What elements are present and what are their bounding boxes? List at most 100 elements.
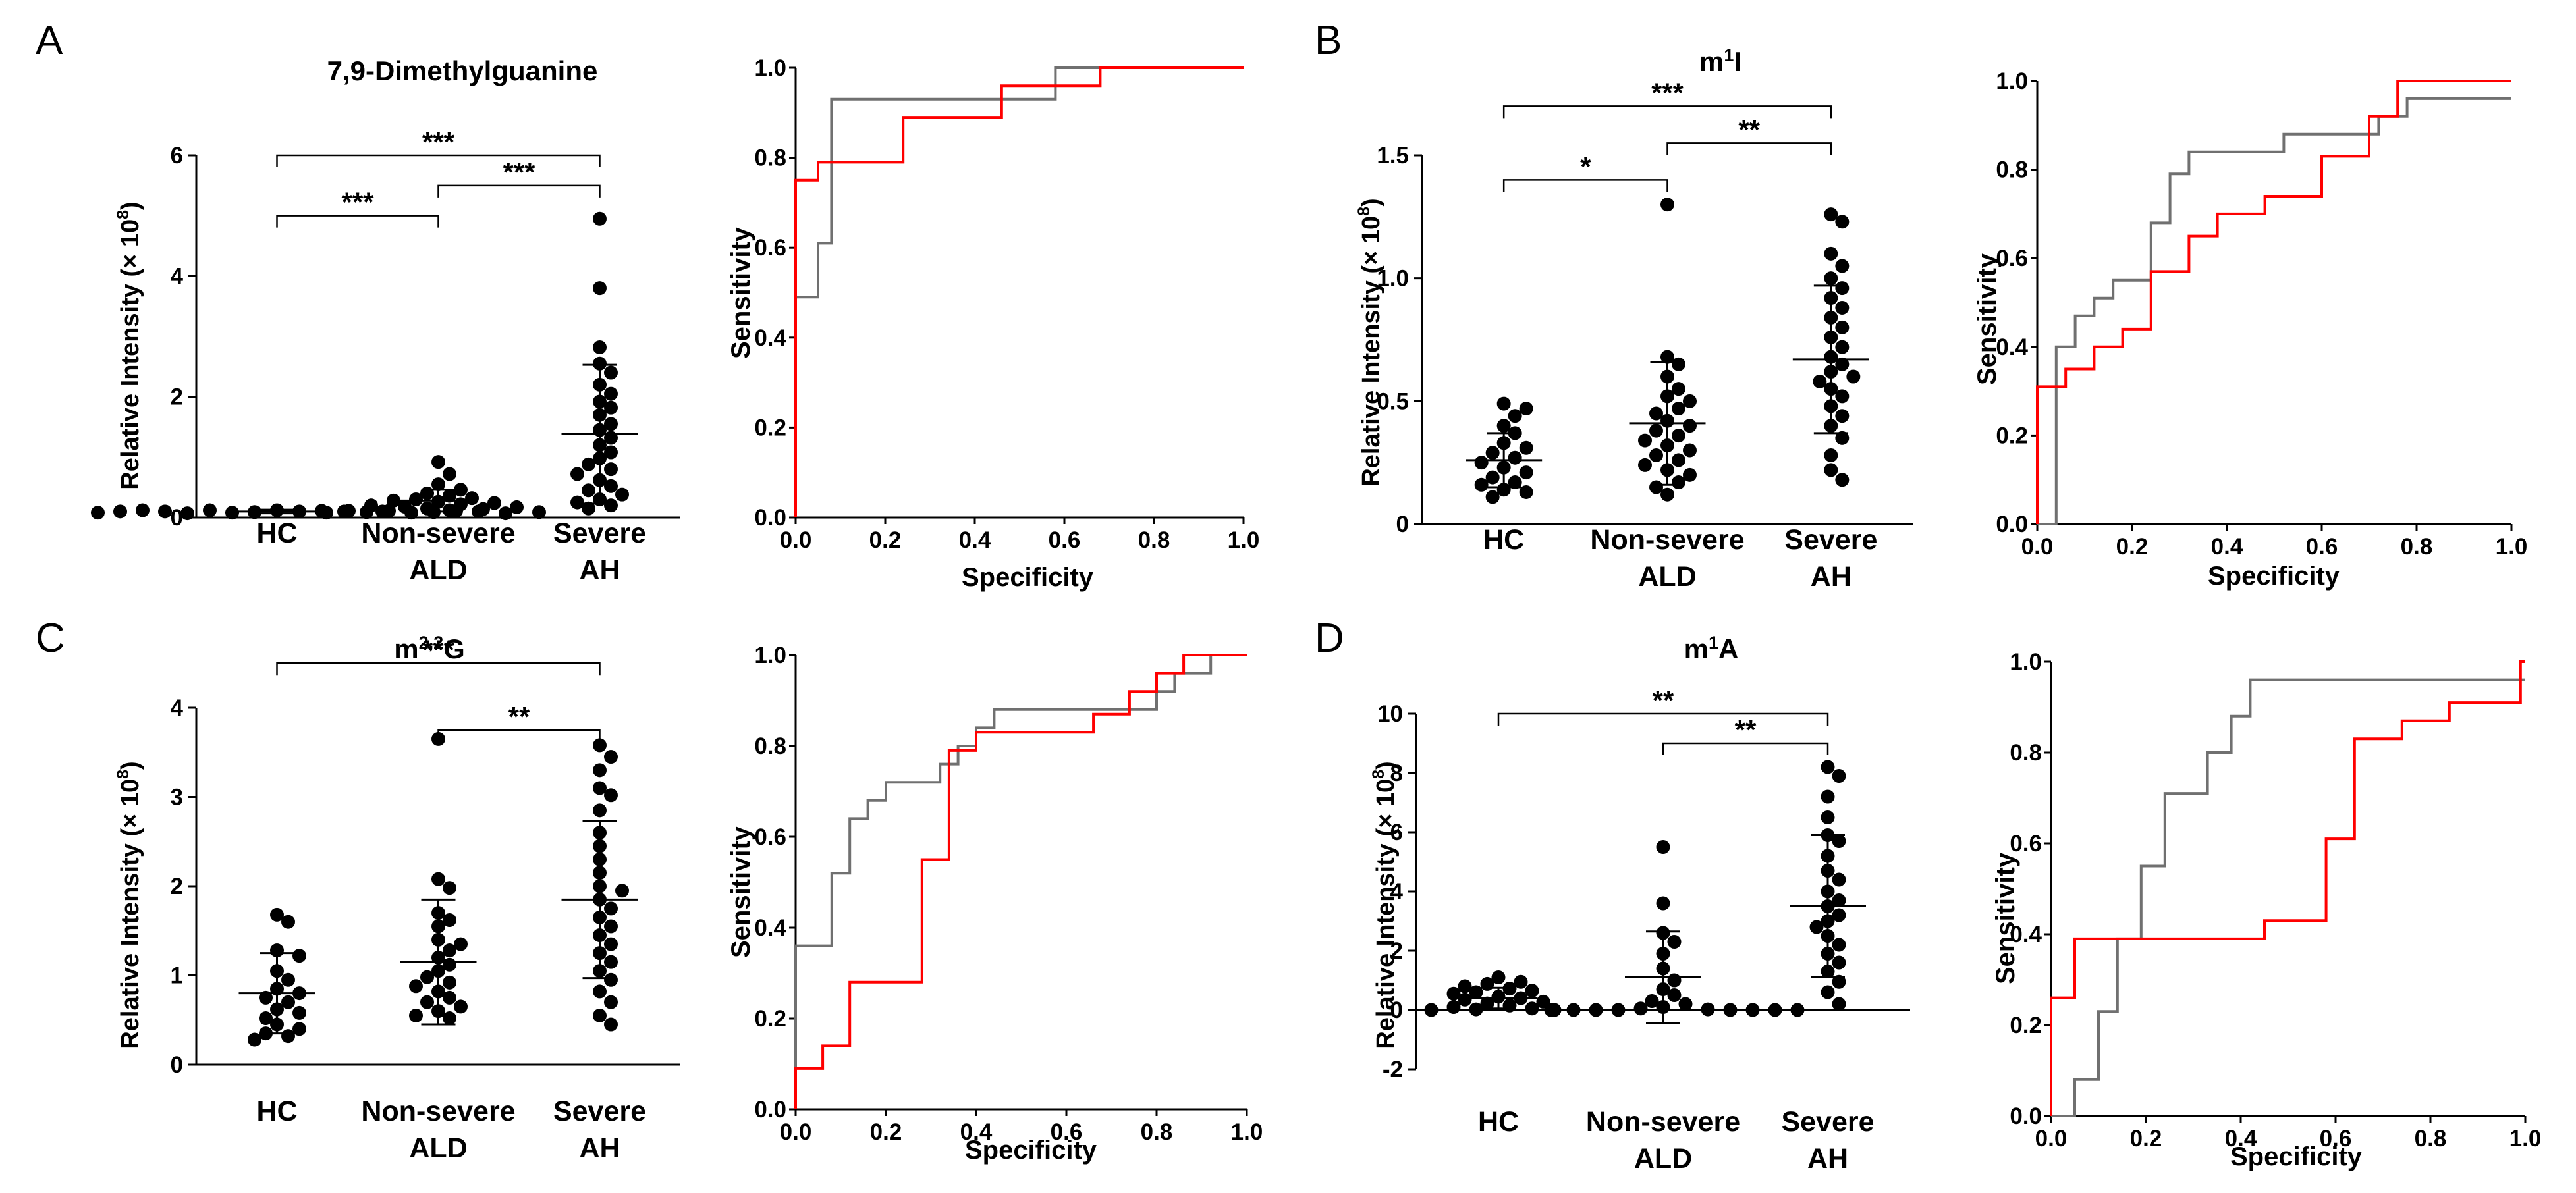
scatter-c-category-label: Non-severe [361, 1096, 515, 1127]
scatter-d-point [1723, 1003, 1738, 1017]
roc-b-ytick-label: 0.2 [1996, 423, 2028, 448]
roc-a-ytick-label: 0.4 [754, 325, 786, 351]
scatter-a-point [604, 417, 618, 431]
scatter-b-point [1824, 271, 1838, 286]
roc-c-xtick-label: 0.8 [1141, 1119, 1173, 1145]
scatter-c-ytick-label: 4 [171, 695, 184, 721]
scatter-b-point [1835, 281, 1850, 296]
scatter-a-point [570, 495, 584, 510]
scatter-d-ytick-label: 10 [1377, 701, 1403, 727]
panel-c-title: m2,2G [394, 633, 465, 664]
scatter-a-point [532, 505, 546, 519]
scatter-c-point [604, 995, 618, 1009]
scatter-b-category-label: ALD [1638, 561, 1696, 593]
scatter-a-point [510, 500, 524, 514]
scatter-d-category-label: Non-severe [1586, 1106, 1740, 1138]
significance-label: *** [341, 187, 374, 218]
roc-b-curve-gray [2037, 97, 2511, 525]
scatter-d-point [1832, 893, 1846, 907]
roc-a-ytick-label: 1.0 [754, 55, 786, 81]
scatter-d-point [1656, 840, 1670, 854]
scatter-d-point [1821, 810, 1835, 824]
roc-a-ytick-label: 0.2 [754, 415, 786, 440]
scatter-c-point [292, 1022, 306, 1036]
scatter-b-ytick-label: 1.5 [1377, 143, 1409, 169]
roc-a-ytick-label: 0.6 [754, 235, 786, 261]
scatter-d-point [1832, 769, 1846, 783]
scatter-a-point [387, 493, 400, 508]
scatter-c-point [604, 955, 618, 969]
scatter-d-group: Non-severe ALD [1544, 840, 1805, 1175]
roc-plot-a: Specificity Sensitivity 0.0 0.2 0.4 0.6 0.8 1… [726, 55, 1259, 592]
scatter-c-point [604, 937, 618, 951]
roc-d-curve-gray [2051, 678, 2525, 1117]
scatter-a-category-label: ALD [409, 554, 467, 586]
panel-letter-a: A [36, 18, 63, 63]
roc-a-xtick-label: 0.2 [869, 527, 902, 553]
roc-d-ylabel: Sensitivity [1991, 852, 2020, 984]
significance-bracket [1502, 179, 1668, 192]
scatter-b-point [1649, 448, 1663, 462]
scatter-d-category-label: Severe [1781, 1106, 1874, 1138]
roc-a-curve-gray [794, 66, 1244, 517]
scatter-c-point [443, 881, 456, 895]
roc-c-xlabel: Specificity [965, 1136, 1097, 1165]
scatter-d-point [1745, 1003, 1760, 1017]
panel-b-title: m1I [1699, 45, 1741, 77]
scatter-b-point [1835, 320, 1850, 334]
scatter-c-point [409, 1008, 423, 1022]
scatter-a-point [593, 340, 607, 354]
scatter-a-point [225, 506, 239, 520]
scatter-a-point [136, 503, 150, 517]
scatter-a-category-label: Non-severe [361, 517, 515, 549]
scatter-c-point [443, 943, 456, 958]
scatter-b-point [1649, 480, 1663, 494]
scatter-d-point [1832, 908, 1846, 922]
scatter-c-point [443, 975, 456, 990]
scatter-d-point [1480, 996, 1494, 1011]
scatter-c-point [593, 984, 607, 999]
scatter-c-ytick-label: 3 [171, 785, 183, 810]
significance-label: *** [1651, 77, 1684, 108]
roc-plot-c: Specificity Sensitivity 0.0 0.2 0.4 0.6 0.8 1… [726, 643, 1263, 1165]
scatter-b-point [1813, 374, 1827, 388]
panel-d-title: m1A [1684, 633, 1739, 664]
scatter-c-point [292, 949, 306, 963]
panel-a: A 7,9-Dimethylguanine Relative Intensity… [36, 18, 1259, 592]
scatter-b-point [1519, 465, 1533, 480]
scatter-c-ytick-label: 0 [171, 1052, 183, 1078]
scatter-c-point [593, 738, 607, 753]
scatter-d-point [1544, 1003, 1558, 1017]
significance-bracket [1662, 742, 1829, 755]
scatter-a-point [420, 501, 434, 516]
roc-a-xtick-label: 1.0 [1228, 527, 1260, 553]
scatter-c-point [259, 1011, 273, 1026]
scatter-a-point [203, 503, 217, 517]
scatter-d-point [1491, 970, 1506, 984]
scatter-b-point [1519, 440, 1533, 455]
roc-b-ytick-label: 0.4 [1996, 334, 2028, 360]
scatter-a-category-label: Severe [553, 517, 646, 549]
significance-bracket [437, 729, 601, 742]
scatter-a-point [431, 477, 445, 492]
panel-d: D m1A Relative Intensity (× 108) -202468… [1315, 616, 2541, 1175]
scatter-a-point [364, 498, 378, 513]
roc-a-curve-red [794, 66, 1244, 517]
scatter-d-point [1424, 1003, 1439, 1017]
scatter-a-point [604, 365, 618, 380]
scatter-d-ytick-label: 6 [1390, 820, 1403, 845]
roc-b-ytick-label: 1.0 [1996, 68, 2028, 94]
scatter-d-ytick-label: 4 [1390, 879, 1404, 905]
scatter-d-point [1469, 985, 1483, 999]
roc-d-xtick-label: 0.0 [2035, 1126, 2068, 1152]
scatter-d-point [1701, 1002, 1715, 1017]
panel-letter-d: D [1315, 616, 1344, 661]
roc-d-xlabel: Specificity [2230, 1142, 2363, 1171]
scatter-b-group: HC [1466, 396, 1543, 556]
roc-b-ytick-label: 0.0 [1996, 512, 2028, 537]
scatter-a-point [604, 498, 618, 513]
scatter-c-point [615, 884, 629, 898]
roc-b-ylabel: Sensitivity [1973, 253, 2002, 385]
roc-d-ytick-label: 0.4 [2010, 922, 2042, 947]
